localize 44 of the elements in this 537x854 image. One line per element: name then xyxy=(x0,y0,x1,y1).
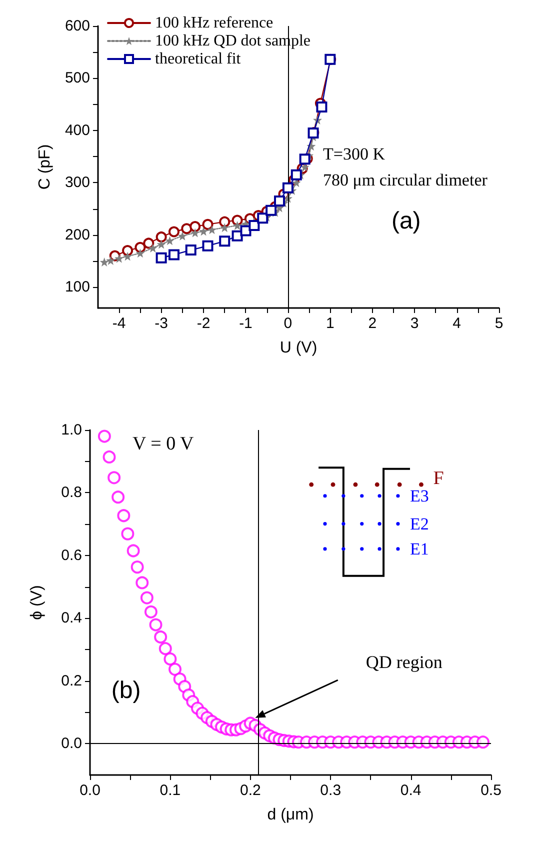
y-tick-label: 0.8 xyxy=(61,484,82,502)
y-tick-label: 300 xyxy=(64,174,90,192)
annotation: (a) xyxy=(391,207,421,234)
annotation: T=300 K xyxy=(322,144,386,164)
annotation: QD region xyxy=(366,652,442,672)
x-tick-label: 0.4 xyxy=(400,782,422,799)
y-tick-label: 100 xyxy=(64,278,90,296)
annotation: E2 xyxy=(410,514,429,534)
y-tick-label: 0.6 xyxy=(61,546,82,564)
x-axis-title: d (μm) xyxy=(267,806,314,824)
annotation: V = 0 V xyxy=(132,434,194,455)
x-tick-label: 0.0 xyxy=(80,782,100,799)
y-tick-label: 0.2 xyxy=(61,672,82,690)
x-tick-label: -4 xyxy=(112,315,126,332)
x-tick-label: 0.5 xyxy=(480,782,502,799)
legend-label: 100 kHz reference xyxy=(155,14,274,32)
x-tick-label: 0.2 xyxy=(240,782,261,799)
y-tick-label: 200 xyxy=(64,226,90,244)
x-tick-label: -1 xyxy=(239,315,252,332)
x-tick-label: -3 xyxy=(154,315,168,332)
x-tick-label: 5 xyxy=(494,315,504,332)
y-tick-label: 0.4 xyxy=(61,610,82,627)
x-tick-label: 0 xyxy=(284,315,292,332)
y-tick-label: 0.0 xyxy=(61,735,82,752)
legend-label: theoretical fit xyxy=(155,50,242,68)
x-tick-label: 1 xyxy=(326,315,334,332)
x-tick-label: 0.3 xyxy=(320,782,342,799)
x-axis-title: U (V) xyxy=(280,340,318,356)
annotation: (b) xyxy=(111,676,141,704)
y-tick-label: 600 xyxy=(64,18,90,34)
annotation: 780 μm circular dimeter xyxy=(322,170,488,190)
y-tick-label: 500 xyxy=(64,70,90,87)
annotation: E1 xyxy=(410,540,429,559)
x-tick-label: 3 xyxy=(410,315,419,332)
y-tick-label: 400 xyxy=(64,122,90,139)
annotation: E3 xyxy=(410,486,429,506)
x-tick-label: 0.1 xyxy=(160,782,181,799)
y-axis-title: C (pF) xyxy=(36,144,54,190)
x-tick-label: 4 xyxy=(452,315,461,332)
x-tick-label: -2 xyxy=(196,315,210,332)
y-tick-label: 1.0 xyxy=(61,422,82,438)
annotation: F xyxy=(433,468,444,490)
y-axis-title: ϕ (V) xyxy=(28,585,46,620)
x-tick-label: 2 xyxy=(368,315,377,332)
